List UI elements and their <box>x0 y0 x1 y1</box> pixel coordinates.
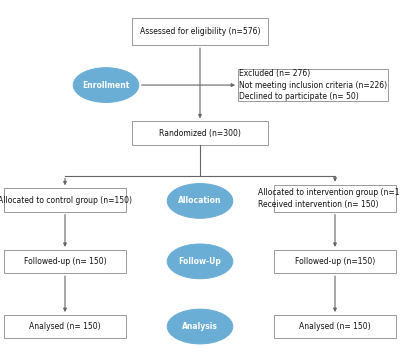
FancyBboxPatch shape <box>4 250 126 273</box>
Text: Allocation: Allocation <box>178 197 222 205</box>
Text: Enrollment: Enrollment <box>82 81 130 89</box>
FancyBboxPatch shape <box>4 315 126 338</box>
Text: Followed-up (n=150): Followed-up (n=150) <box>295 257 375 266</box>
Text: Analysis: Analysis <box>182 322 218 331</box>
Ellipse shape <box>167 309 233 344</box>
Text: Assessed for eligibility (n=576): Assessed for eligibility (n=576) <box>140 27 260 36</box>
FancyBboxPatch shape <box>274 250 396 273</box>
FancyBboxPatch shape <box>238 69 388 101</box>
FancyBboxPatch shape <box>274 185 396 212</box>
Text: Randomized (n=300): Randomized (n=300) <box>159 129 241 138</box>
Text: Analysed (n= 150): Analysed (n= 150) <box>29 322 101 331</box>
FancyBboxPatch shape <box>4 188 126 212</box>
Text: Allocated to intervention group (n=150)
Received intervention (n= 150): Allocated to intervention group (n=150) … <box>258 188 400 209</box>
FancyBboxPatch shape <box>274 315 396 338</box>
FancyBboxPatch shape <box>132 18 268 45</box>
Ellipse shape <box>73 68 139 102</box>
Text: Follow-Up: Follow-Up <box>178 257 222 266</box>
Text: Excluded (n= 276)
Not meeting inclusion criteria (n=226)
Declined to participate: Excluded (n= 276) Not meeting inclusion … <box>239 69 387 101</box>
Text: Allocated to control group (n=150): Allocated to control group (n=150) <box>0 195 132 205</box>
FancyBboxPatch shape <box>132 121 268 145</box>
Text: Analysed (n= 150): Analysed (n= 150) <box>299 322 371 331</box>
Ellipse shape <box>167 184 233 218</box>
Text: Followed-up (n= 150): Followed-up (n= 150) <box>24 257 106 266</box>
Ellipse shape <box>167 244 233 279</box>
